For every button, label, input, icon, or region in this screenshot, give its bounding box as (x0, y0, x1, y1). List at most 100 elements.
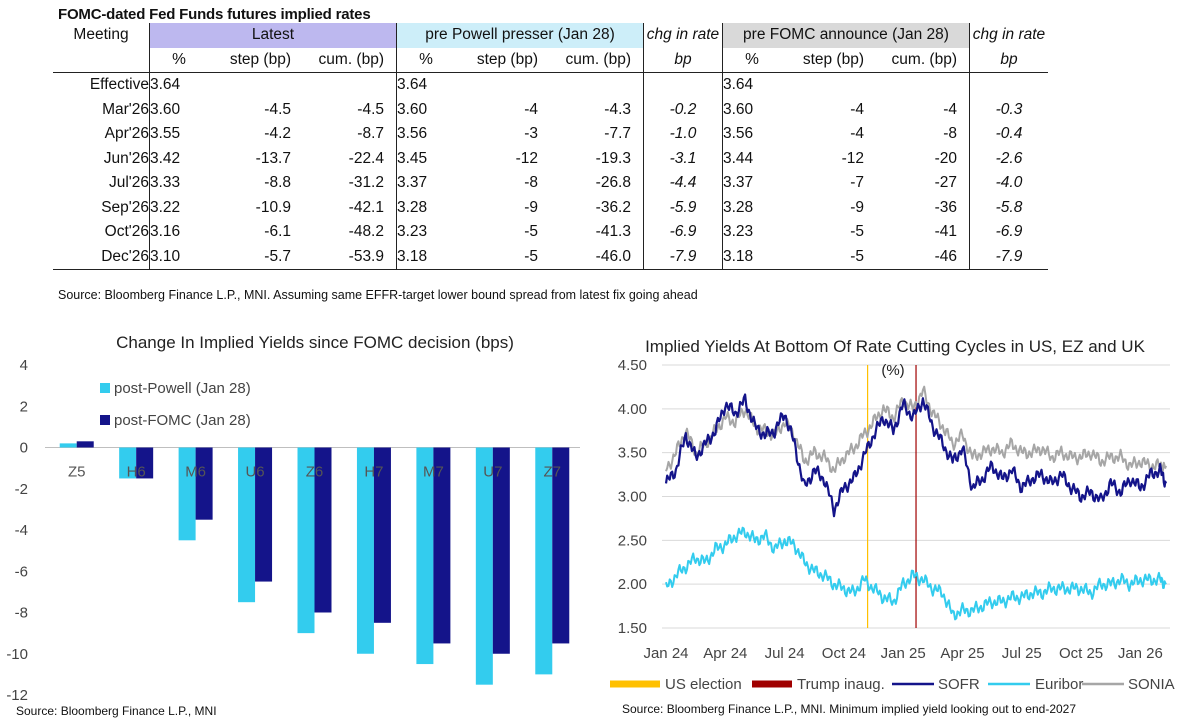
cell-powell-pct: 3.64 (396, 72, 455, 98)
line-legend-label: SOFR (938, 676, 980, 693)
line-chart-series (664, 385, 1168, 621)
line-legend-label: US election (665, 676, 742, 693)
cell-powell-cum: -7.7 (604, 125, 631, 143)
cell-fomc-pct: 3.23 (722, 220, 781, 245)
table-row: Jul'26 3.33 -8.8 -31.2 3.37 -8 -26.8 -4.4 3.37 -7… (53, 171, 1048, 196)
cell-fomc-cum: -36 (934, 198, 957, 216)
sub-header-fomc-step: step (bp) (781, 47, 872, 73)
cell-latest-cum: -53.9 (299, 244, 397, 270)
cell-chg1: -0.2 (643, 97, 723, 122)
header-chg-in-rate-2: chg in rate (969, 23, 1048, 48)
cell-chg2: -0.3 (969, 97, 1048, 122)
cell-latest-pct: 3.55 (149, 122, 208, 147)
cell-latest-cum (299, 73, 397, 98)
cell-powell-step: -8 (524, 174, 538, 192)
cell-chg2: -6.9 (969, 220, 1048, 245)
cell-powell-cum: -36.2 (595, 198, 631, 216)
bar-chart-legend: post-Powell (Jan 28) post-FOMC (Jan 28) (100, 380, 251, 429)
line-x-tick-label: Jan 24 (643, 645, 688, 662)
bar-x-tick-label: Z6 (306, 464, 324, 481)
bar-x-tick-label: U6 (245, 464, 264, 481)
bar-H6-post-fomc (136, 447, 154, 479)
line-y-tick-label: 4.00 (618, 401, 647, 418)
cell-latest-cum: -8.7 (357, 125, 384, 143)
header-chg-in-rate-1: chg in rate (643, 23, 723, 48)
line-x-tick-label: Jul 25 (1002, 645, 1042, 662)
cell-powell-cum (546, 73, 644, 98)
line-chart-y-axis: 4.50 4.00 3.50 3.00 2.50 2.00 1.50 (618, 357, 1170, 637)
sub-header-powell-pct: % (396, 47, 455, 73)
header-latest: Latest (149, 23, 397, 48)
cell-latest-pct: 3.16 (149, 220, 208, 245)
bar-y-tick-label: 0 (20, 440, 28, 457)
bar-y-tick-label: -12 (6, 687, 28, 704)
cell-fomc-pct: 3.60 (722, 97, 781, 122)
table-row: Effective 3.64 3.64 3.64 (53, 72, 1048, 98)
cell-chg2: -5.8 (969, 195, 1048, 220)
cell-latest-pct: 3.22 (149, 195, 208, 220)
cell-chg2: -0.4 (969, 122, 1048, 147)
cell-meeting: Jun'26 (103, 149, 149, 167)
cell-powell-cum: -41.3 (595, 223, 631, 241)
line-y-tick-label: 3.00 (618, 489, 647, 506)
cell-powell-pct: 3.18 (396, 244, 455, 270)
cell-meeting: Effective (89, 76, 149, 94)
sub-header-powell-cum: cum. (bp) (546, 47, 644, 73)
bar-y-tick-label: -6 (15, 563, 28, 580)
line-chart-source: Source: Bloomberg Finance L.P., MNI. Min… (622, 702, 1076, 716)
cell-powell-step: -9 (524, 198, 538, 216)
cell-chg1: -7.9 (643, 244, 723, 270)
table-row: Apr'26 3.55 -4.2 -8.7 3.56 -3 -7.7 -1.0 3.56 -4 -8… (53, 122, 1048, 147)
bar-y-tick-label: -8 (15, 605, 28, 622)
cell-latest-step: -13.7 (255, 149, 291, 167)
line-x-tick-label: Apr 25 (940, 645, 984, 662)
table-group-header-row: Meeting Latest pre Powell presser (Jan 2… (53, 23, 1048, 48)
bar-H7-post-fomc (373, 447, 391, 623)
bar-Z7-post-fomc (552, 447, 570, 644)
cell-chg1 (643, 72, 723, 98)
cell-chg1: -6.9 (643, 220, 723, 245)
cell-latest-step: -4.2 (264, 125, 291, 143)
bar-x-tick-label: U7 (483, 464, 502, 481)
cell-powell-pct: 3.37 (396, 171, 455, 196)
cell-fomc-cum: -8 (943, 125, 957, 143)
bar-x-tick-label: M6 (185, 464, 206, 481)
legend-swatch-post-powell (100, 383, 110, 393)
cell-latest-pct: 3.33 (149, 171, 208, 196)
cell-fomc-pct: 3.44 (722, 146, 781, 171)
cell-chg2 (969, 72, 1048, 98)
cell-latest-cum: -22.4 (348, 149, 384, 167)
bar-chart-x-axis: Z5 H6 M6 U6 Z6 H7 M7 U7 Z7 (68, 464, 561, 481)
bar-y-tick-label: -4 (15, 522, 28, 539)
bar-y-tick-label: 4 (20, 357, 28, 374)
cell-fomc-cum: -20 (934, 149, 957, 167)
table-row: Oct'26 3.16 -6.1 -48.2 3.23 -5 -41.3 -6.9 3.23 -5… (53, 220, 1048, 245)
line-legend-label: SONIA (1128, 676, 1175, 693)
bar-x-tick-label: H6 (127, 464, 146, 481)
cell-powell-pct: 3.60 (396, 97, 455, 122)
line-y-tick-label: 4.50 (618, 357, 647, 374)
cell-powell-step (455, 73, 546, 98)
bar-x-tick-label: Z7 (544, 464, 562, 481)
cell-chg1: -5.9 (643, 195, 723, 220)
cell-fomc-cum: -4 (943, 100, 957, 118)
cell-fomc-pct: 3.37 (722, 171, 781, 196)
header-pre-powell: pre Powell presser (Jan 28) (396, 23, 644, 48)
bar-Z6-post-fomc (314, 447, 332, 613)
cell-fomc-step: -5 (850, 223, 864, 241)
cell-latest-step: -4.5 (264, 100, 291, 118)
cell-latest-step: -6.1 (264, 223, 291, 241)
legend-label-post-powell: post-Powell (Jan 28) (114, 380, 251, 397)
bar-H6-post-powell (119, 447, 137, 479)
sub-header-chg2-bp: bp (969, 47, 1048, 73)
cell-fomc-cum (872, 73, 970, 98)
cell-powell-step: -5 (455, 244, 546, 270)
cell-fomc-step: -9 (850, 198, 864, 216)
bar-chart: Change In Implied Yields since FOMC deci… (6, 333, 580, 718)
cell-latest-step: -10.9 (255, 198, 291, 216)
cell-meeting: Sep'26 (101, 198, 149, 216)
cell-fomc-pct: 3.28 (722, 195, 781, 220)
cell-meeting: Jul'26 (108, 174, 149, 192)
bar-U7-post-fomc (492, 447, 510, 654)
cell-meeting: Oct'26 (104, 223, 149, 241)
